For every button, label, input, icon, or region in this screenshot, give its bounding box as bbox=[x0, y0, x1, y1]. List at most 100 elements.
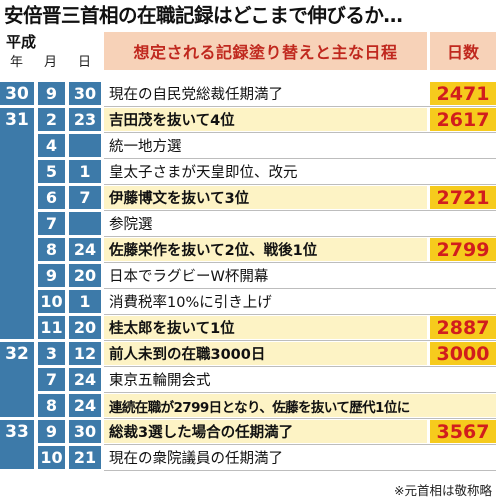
row-divider bbox=[104, 262, 496, 263]
day-header: 日 bbox=[78, 55, 92, 70]
table-row: 7 参院選 bbox=[0, 212, 500, 235]
month-cell: 9 bbox=[38, 264, 65, 287]
days-cell bbox=[430, 264, 496, 287]
row-divider bbox=[104, 210, 496, 211]
month-cell: 10 bbox=[38, 290, 65, 313]
day-cell: 24 bbox=[69, 238, 101, 261]
days-cell bbox=[430, 160, 496, 183]
month-cell: 9 bbox=[38, 82, 65, 105]
table-row: 9 30 現在の自民党総裁任期満了 2471 bbox=[0, 82, 500, 105]
day-cell: 7 bbox=[69, 186, 101, 209]
days-cell bbox=[430, 212, 496, 235]
days-cell bbox=[430, 290, 496, 313]
event-cell: 消費税率10%に引き上げ bbox=[109, 295, 272, 311]
table-row: 9 30 総裁3選した場合の任期満了 3567 bbox=[0, 420, 500, 443]
table-row: 7 24 東京五輪開会式 bbox=[0, 368, 500, 391]
days-cell: 2617 bbox=[430, 108, 496, 131]
day-cell: 1 bbox=[69, 290, 101, 313]
table-row: 10 21 現在の衆院議員の任期満了 bbox=[0, 446, 500, 469]
table-row: 8 24 連続在職が2799日となり、佐藤を抜いて歴代1位に bbox=[0, 394, 500, 417]
event-cell: 日本でラグビーW杯開幕 bbox=[109, 269, 269, 285]
event-cell: 東京五輪開会式 bbox=[109, 373, 211, 389]
table-row: 4 統一地方選 bbox=[0, 134, 500, 157]
event-cell: 皇太子さまが天皇即位、改元 bbox=[109, 165, 298, 181]
table-row: 5 1 皇太子さまが天皇即位、改元 bbox=[0, 160, 500, 183]
row-divider bbox=[104, 392, 496, 393]
footnote: ※元首相は敬称略 bbox=[394, 483, 492, 498]
month-cell: 9 bbox=[38, 420, 65, 443]
row-divider bbox=[104, 366, 496, 367]
event-cell: 現在の衆院議員の任期満了 bbox=[109, 451, 283, 467]
event-cell: 参院選 bbox=[109, 217, 153, 233]
table-row: 11 20 桂太郎を抜いて1位 2887 bbox=[0, 316, 500, 339]
row-divider bbox=[104, 132, 496, 133]
year-cell: 31 bbox=[0, 108, 34, 339]
row-divider bbox=[104, 314, 496, 315]
event-cell: 統一地方選 bbox=[109, 139, 182, 155]
day-cell: 23 bbox=[69, 108, 101, 131]
year-cell: 30 bbox=[0, 82, 34, 105]
month-cell: 7 bbox=[38, 368, 65, 391]
day-cell: 20 bbox=[69, 264, 101, 287]
event-cell: 桂太郎を抜いて1位 bbox=[104, 316, 427, 339]
table-row: 2 23 吉田茂を抜いて4位 2617 bbox=[0, 108, 500, 131]
year-cell: 32 bbox=[0, 342, 34, 417]
days-cell bbox=[430, 134, 496, 157]
event-cell: 伊藤博文を抜いて3位 bbox=[104, 186, 427, 209]
month-cell: 10 bbox=[38, 446, 65, 469]
month-cell: 2 bbox=[38, 108, 65, 131]
day-cell: 1 bbox=[69, 160, 101, 183]
table-row: 6 7 伊藤博文を抜いて3位 2721 bbox=[0, 186, 500, 209]
days-cell: 2887 bbox=[430, 316, 496, 339]
day-cell: 12 bbox=[69, 342, 101, 365]
row-divider bbox=[104, 158, 496, 159]
days-cell: 3567 bbox=[430, 420, 496, 443]
row-divider bbox=[104, 184, 496, 185]
table-row: 10 1 消費税率10%に引き上げ bbox=[0, 290, 500, 313]
event-cell: 前人未到の在職3000日 bbox=[104, 342, 427, 365]
event-cell: 現在の自民党総裁任期満了 bbox=[109, 87, 283, 103]
day-cell bbox=[69, 212, 101, 235]
day-cell: 30 bbox=[69, 420, 101, 443]
month-cell: 8 bbox=[38, 394, 65, 417]
month-header: 月 bbox=[44, 55, 58, 70]
event-cell: 総裁3選した場合の任期満了 bbox=[104, 420, 427, 443]
day-cell: 24 bbox=[69, 368, 101, 391]
days-cell bbox=[430, 446, 496, 469]
month-cell: 4 bbox=[38, 134, 65, 157]
row-divider bbox=[104, 470, 496, 471]
row-divider bbox=[104, 106, 496, 107]
table-row: 8 24 佐藤栄作を抜いて2位、戦後1位 2799 bbox=[0, 238, 500, 261]
table-row: 9 20 日本でラグビーW杯開幕 bbox=[0, 264, 500, 287]
event-cell: 佐藤栄作を抜いて2位、戦後1位 bbox=[104, 238, 427, 261]
page-title: 安倍晋三首相の在職記録はどこまで伸びるか… bbox=[4, 4, 403, 27]
day-cell: 20 bbox=[69, 316, 101, 339]
year-cell: 33 bbox=[0, 420, 34, 469]
table-row: 3 12 前人未到の在職3000日 3000 bbox=[0, 342, 500, 365]
month-cell: 7 bbox=[38, 212, 65, 235]
row-divider bbox=[104, 444, 496, 445]
event-cell: 連続在職が2799日となり、佐藤を抜いて歴代1位に bbox=[104, 394, 496, 417]
event-column-header: 想定される記録塗り替えと主な日程 bbox=[104, 32, 427, 70]
day-cell: 30 bbox=[69, 82, 101, 105]
month-cell: 11 bbox=[38, 316, 65, 339]
days-cell: 3000 bbox=[430, 342, 496, 365]
days-cell bbox=[430, 368, 496, 391]
row-divider bbox=[104, 236, 496, 237]
era-label: 平成 bbox=[6, 33, 37, 51]
day-cell bbox=[69, 134, 101, 157]
row-divider bbox=[104, 340, 496, 341]
month-cell: 3 bbox=[38, 342, 65, 365]
day-cell: 21 bbox=[69, 446, 101, 469]
days-cell: 2721 bbox=[430, 186, 496, 209]
row-divider bbox=[104, 288, 496, 289]
row-divider bbox=[104, 418, 496, 419]
month-cell: 8 bbox=[38, 238, 65, 261]
days-cell: 2799 bbox=[430, 238, 496, 261]
event-cell: 吉田茂を抜いて4位 bbox=[104, 108, 427, 131]
month-cell: 5 bbox=[38, 160, 65, 183]
days-cell: 2471 bbox=[430, 82, 496, 105]
days-column-header: 日数 bbox=[430, 32, 496, 70]
year-header: 年 bbox=[10, 55, 24, 70]
month-cell: 6 bbox=[38, 186, 65, 209]
